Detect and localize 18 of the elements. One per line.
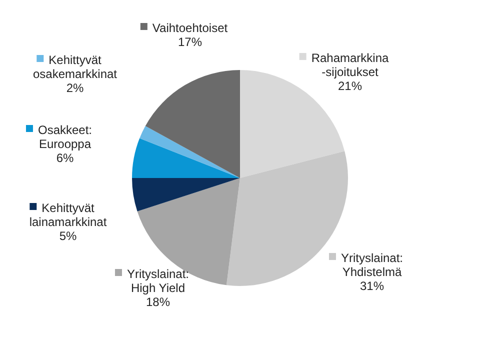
legend-label: Yrityslainat: High Yield <box>126 267 190 295</box>
legend-label: Kehittyvät osakemarkkinat <box>32 53 118 81</box>
pie-slice <box>132 178 240 212</box>
data-label: 17% <box>178 35 202 49</box>
legend-label: Osakkeet: Eurooppa <box>38 123 92 151</box>
pie-slice <box>140 126 240 178</box>
data-label: 21% <box>338 79 362 93</box>
legend-label: Yrityslainat: Yhdistelmä <box>340 251 404 279</box>
legend-label: Rahamarkkina -sijoitukset <box>311 51 390 79</box>
data-label: 2% <box>66 81 84 95</box>
pie-slice <box>145 70 240 178</box>
data-label: 6% <box>56 151 74 165</box>
pie-slice <box>132 138 240 178</box>
data-label: 5% <box>59 229 77 243</box>
data-label: 31% <box>360 279 384 293</box>
data-label: 18% <box>146 295 170 309</box>
legend-label: Vaihtoehtoiset <box>152 21 228 35</box>
legend-label: Kehittyvät lainamarkkinat <box>29 201 108 229</box>
